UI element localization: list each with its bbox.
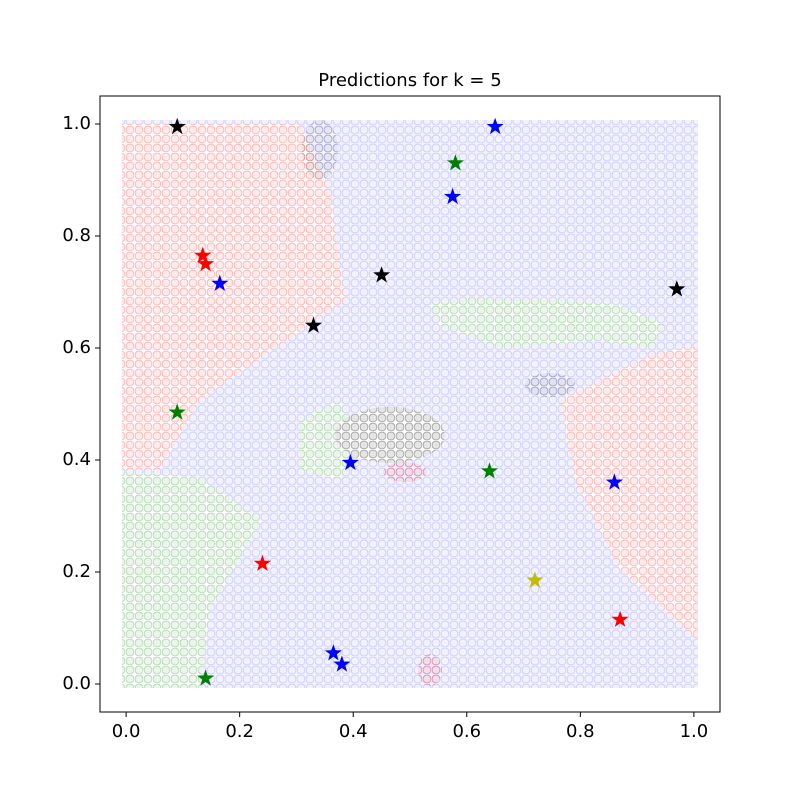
star-point <box>197 255 215 272</box>
star-point <box>168 117 186 135</box>
star-point <box>480 462 498 479</box>
star-point <box>341 453 359 471</box>
star-point <box>211 274 229 291</box>
star-point <box>446 154 464 171</box>
x-tick-label: 0.6 <box>452 721 481 742</box>
star-point <box>444 187 462 205</box>
x-tick-label: 1.0 <box>680 721 709 742</box>
x-tick-label: 0.8 <box>566 721 595 742</box>
star-point <box>611 610 629 627</box>
star-point <box>324 644 342 661</box>
star-point <box>168 403 186 420</box>
y-tick-label: 0.8 <box>62 225 91 246</box>
y-tick-label: 1.0 <box>62 113 91 134</box>
star-point <box>304 316 322 333</box>
star-point <box>605 473 623 490</box>
x-tick-label: 0.4 <box>339 721 368 742</box>
chart-title: Predictions for k = 5 <box>318 70 501 91</box>
x-tick-label: 0.2 <box>225 721 254 742</box>
star-point <box>194 246 212 263</box>
star-point <box>373 266 391 283</box>
star-point <box>486 117 504 135</box>
y-tick-label: 0.4 <box>62 449 91 470</box>
decision-regions <box>122 120 698 688</box>
star-point <box>526 571 544 588</box>
y-tick-label: 0.0 <box>62 673 91 694</box>
plot-frame <box>99 95 721 713</box>
y-tick-label: 0.2 <box>62 561 91 582</box>
x-tick-label: 0.0 <box>112 721 141 742</box>
star-point <box>333 655 351 672</box>
star-point <box>197 669 215 686</box>
y-tick-label: 0.6 <box>62 337 91 358</box>
star-point <box>668 280 686 297</box>
star-point <box>253 554 271 571</box>
